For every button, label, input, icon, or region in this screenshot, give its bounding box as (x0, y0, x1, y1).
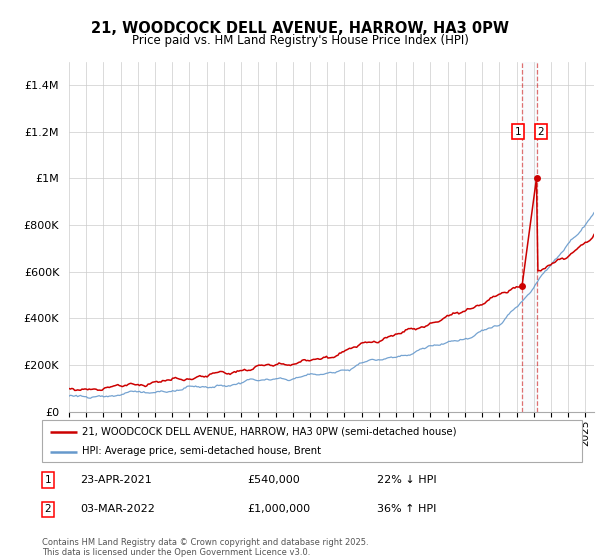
Text: Contains HM Land Registry data © Crown copyright and database right 2025.
This d: Contains HM Land Registry data © Crown c… (42, 538, 368, 557)
Text: 21, WOODCOCK DELL AVENUE, HARROW, HA3 0PW (semi-detached house): 21, WOODCOCK DELL AVENUE, HARROW, HA3 0P… (83, 427, 457, 437)
Text: 1: 1 (514, 127, 521, 137)
Text: 36% ↑ HPI: 36% ↑ HPI (377, 505, 436, 515)
Text: 2: 2 (538, 127, 544, 137)
Text: £540,000: £540,000 (247, 475, 300, 485)
FancyBboxPatch shape (42, 420, 582, 462)
Text: 23-APR-2021: 23-APR-2021 (80, 475, 152, 485)
Text: 03-MAR-2022: 03-MAR-2022 (80, 505, 155, 515)
Text: Price paid vs. HM Land Registry's House Price Index (HPI): Price paid vs. HM Land Registry's House … (131, 34, 469, 46)
Bar (522, 62, 536, 412)
Text: 1: 1 (45, 475, 52, 485)
Text: 2: 2 (45, 505, 52, 515)
Text: £1,000,000: £1,000,000 (247, 505, 310, 515)
Text: 21, WOODCOCK DELL AVENUE, HARROW, HA3 0PW: 21, WOODCOCK DELL AVENUE, HARROW, HA3 0P… (91, 21, 509, 36)
Text: 22% ↓ HPI: 22% ↓ HPI (377, 475, 436, 485)
Text: HPI: Average price, semi-detached house, Brent: HPI: Average price, semi-detached house,… (83, 446, 322, 456)
